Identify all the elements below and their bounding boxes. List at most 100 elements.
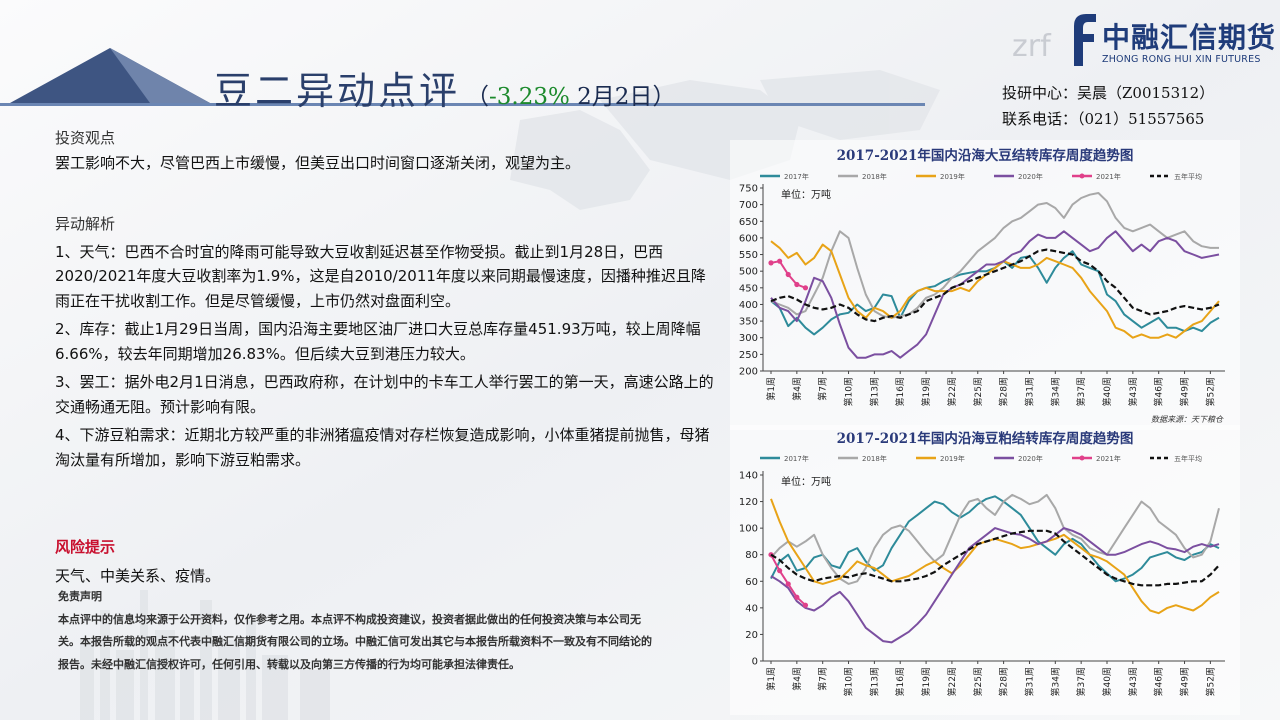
logo-en-text: ZHONG RONG HUI XIN FUTURES xyxy=(1102,54,1261,65)
header-underline xyxy=(0,103,925,106)
analysis-item-inventory: 2、库存：截止1月29日当周，国内沿海主要地区油厂进口大豆总库存量451.93万… xyxy=(55,320,701,363)
x-tick-label: 第49周 xyxy=(1179,667,1191,696)
x-tick-label: 第37周 xyxy=(1075,377,1087,406)
analysis-heading: 异动解析 xyxy=(55,215,116,233)
legend-label: 2019年 xyxy=(940,454,965,463)
view-heading: 投资观点 xyxy=(55,129,116,147)
point-2021 xyxy=(802,602,809,608)
legend-label: 2021年 xyxy=(1096,454,1121,463)
x-tick-label: 第43周 xyxy=(1127,377,1139,406)
header-decoration xyxy=(10,48,210,103)
x-tick-label: 第1周 xyxy=(765,667,777,691)
disclaimer-text: 本点评中的信息均来源于公开资料，仅作参考之用。本点评不构成投资建议，投资者据此做… xyxy=(58,612,652,671)
point-2021 xyxy=(794,594,800,600)
point-2021 xyxy=(777,568,783,574)
y-tick-label: 80 xyxy=(745,550,758,561)
legend-label: 2020年 xyxy=(1018,454,1043,463)
x-tick-label: 第10周 xyxy=(843,377,855,406)
legend-marker xyxy=(1079,173,1085,179)
chart-background xyxy=(730,140,1240,430)
change-percent: -3.23% xyxy=(489,84,570,110)
x-tick-label: 第19周 xyxy=(920,667,932,696)
analysis-section: 异动解析 1、天气：巴西不合时宜的降雨可能导致大豆收割延迟甚至作物受损。截止到1… xyxy=(55,212,715,472)
y-tick-label: 200 xyxy=(739,367,758,378)
x-tick-label: 第46周 xyxy=(1153,667,1165,696)
x-tick-label: 第46周 xyxy=(1153,377,1165,406)
y-tick-label: 100 xyxy=(739,524,758,535)
y-tick-label: 700 xyxy=(739,200,758,211)
y-tick-label: 450 xyxy=(739,283,758,294)
subtitle-open: （ xyxy=(466,84,490,110)
y-tick-label: 140 xyxy=(739,471,758,482)
x-tick-label: 第7周 xyxy=(817,667,829,691)
analysis-item-strike: 3、罢工：据外电2月1日消息，巴西政府称，在计划中的卡车工人举行罢工的第一天，高… xyxy=(55,373,714,416)
y-tick-label: 60 xyxy=(745,577,758,588)
x-tick-label: 第22周 xyxy=(946,377,958,406)
legend-label: 2018年 xyxy=(862,454,887,463)
x-tick-label: 第52周 xyxy=(1204,667,1216,696)
series-line-s2018 xyxy=(770,192,1219,319)
x-tick-label: 第25周 xyxy=(972,667,984,696)
x-tick-label: 第19周 xyxy=(920,377,932,406)
x-tick-label: 第4周 xyxy=(791,667,803,691)
title-subtitle: （-3.23% 2月2日） xyxy=(466,84,675,110)
y-tick-label: 600 xyxy=(739,233,758,244)
soybean-inventory-chart: 2017-2021年国内沿海大豆结转库存周度趋势图 2017年 2018年 2019年… xyxy=(730,140,1240,430)
research-contact: 投研中心：吴晨（Z0015312） xyxy=(1002,84,1215,102)
series-line-s2017 xyxy=(770,495,1220,583)
x-tick-label: 第31周 xyxy=(1023,667,1035,696)
legend-label: 2020年 xyxy=(1018,172,1043,181)
title-main: 豆二异动点评 xyxy=(214,69,461,113)
x-tick-label: 第31周 xyxy=(1023,377,1035,406)
y-tick-label: 400 xyxy=(739,300,758,311)
x-tick-label: 第1周 xyxy=(765,377,777,401)
zrf-logo-icon: zrf xyxy=(1012,14,1096,66)
series-line-s2020 xyxy=(770,230,1220,359)
company-logo: zrf 中融汇信期货 ZHONG RONG HUI XIN FUTURES xyxy=(1010,8,1275,70)
x-tick-label: 第16周 xyxy=(894,667,906,696)
risk-text: 天气、中美关系、疫情。 xyxy=(55,566,221,585)
legend-label: 2019年 xyxy=(940,172,965,181)
risk-heading: 风险提示 xyxy=(55,538,116,556)
logo-cn-text: 中融汇信期货 xyxy=(1102,21,1277,54)
legend-label: 2017年 xyxy=(784,454,809,463)
x-tick-label: 第4周 xyxy=(791,377,803,401)
x-tick-label: 第13周 xyxy=(868,667,880,696)
analysis-item-demand: 4、下游豆粕需求：近期北方较严重的非洲猪瘟疫情对存栏恢复造成影响，小体重猪提前抛… xyxy=(55,426,710,469)
subtitle-close: ） xyxy=(652,84,676,110)
unit-label: 单位：万吨 xyxy=(781,475,831,488)
x-tick-label: 第37周 xyxy=(1075,667,1087,696)
x-tick-label: 第43周 xyxy=(1127,667,1139,696)
y-tick-label: 650 xyxy=(739,217,758,228)
x-tick-label: 第22周 xyxy=(946,667,958,696)
chart-background xyxy=(730,425,1240,715)
soymeal-inventory-chart: 2017-2021年国内沿海豆粕结转库存周度趋势图 2017年 2018年 2019年… xyxy=(730,425,1240,715)
y-tick-label: 300 xyxy=(739,333,758,344)
x-tick-label: 第25周 xyxy=(972,377,984,406)
y-tick-label: 750 xyxy=(739,184,758,195)
y-tick-label: 0 xyxy=(752,657,758,668)
series-line-s2020 xyxy=(770,527,1220,644)
analysis-item-weather: 1、天气：巴西不合时宜的降雨可能导致大豆收割延迟甚至作物受损。截止到1月28日，… xyxy=(55,242,706,310)
point-2021 xyxy=(794,281,800,288)
series-line-avg xyxy=(770,529,1220,587)
x-tick-label: 第28周 xyxy=(998,377,1010,406)
x-tick-label: 第7周 xyxy=(817,377,829,401)
report-date: 2月2日 xyxy=(569,84,653,110)
y-tick-label: 350 xyxy=(739,317,758,328)
y-tick-label: 550 xyxy=(739,250,758,261)
y-tick-label: 120 xyxy=(739,497,758,508)
investment-view: 投资观点 罢工影响不大，尽管巴西上市缓慢，但美豆出口时间窗口逐渐关闭，观望为主。 xyxy=(55,126,715,175)
y-tick-label: 500 xyxy=(739,267,758,278)
x-tick-label: 第16周 xyxy=(894,377,906,406)
phone-contact: 联系电话：（021）51557565 xyxy=(1002,110,1205,128)
x-tick-label: 第52周 xyxy=(1204,377,1216,406)
x-tick-label: 第13周 xyxy=(868,377,880,406)
point-2021 xyxy=(785,271,791,278)
unit-label: 单位：万吨 xyxy=(781,188,831,201)
point-2021 xyxy=(785,581,791,587)
legend-marker xyxy=(1079,455,1085,461)
x-tick-label: 第34周 xyxy=(1049,667,1061,696)
view-text: 罢工影响不大，尽管巴西上市缓慢，但美豆出口时间窗口逐渐关闭，观望为主。 xyxy=(55,153,581,172)
disclaimer-heading: 免责声明 xyxy=(58,590,102,603)
